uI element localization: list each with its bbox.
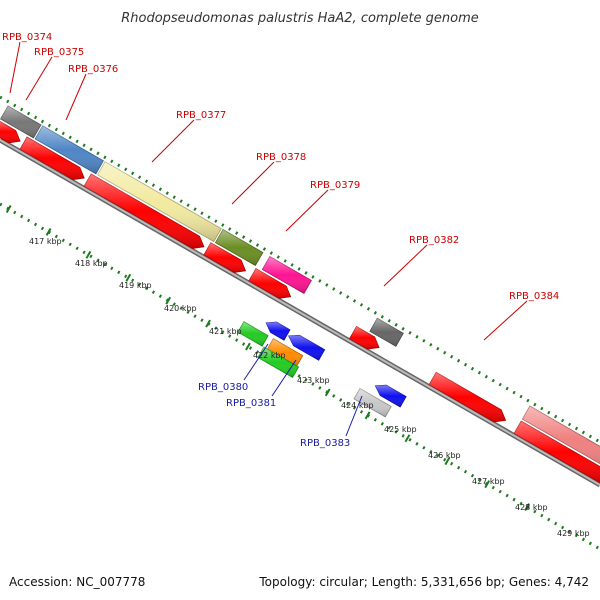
topology-text: Topology: circular; Length: 5,331,656 bp… [258, 575, 589, 589]
forward-gene-bar-shine [35, 125, 104, 174]
forward-gene-label: RPB_0382 [409, 235, 459, 246]
kbp-label: 423 kbp [297, 376, 330, 385]
major-tick [324, 388, 331, 397]
backbone-inner [0, 139, 600, 486]
upper-tick-track [0, 95, 600, 444]
major-tick [524, 503, 530, 512]
major-tick [484, 480, 491, 489]
diagram-body: RPB_0374 RPB_0375 RPB_0376 RPB_0377 RPB_0378… [0, 32, 600, 551]
kbp-label: 418 kbp [75, 259, 108, 268]
forward-gene-bar-shine [215, 229, 263, 266]
kbp-label: 419 kbp [119, 281, 152, 290]
kbp-label: 420 kbp [164, 304, 197, 313]
major-tick [125, 273, 132, 282]
reverse-gene-label: RPB_0381 [226, 398, 276, 409]
label-leader [271, 359, 297, 397]
label-leader [25, 56, 53, 101]
accession-text: Accession: NC_007778 [9, 575, 145, 589]
cds-arrow-shine [20, 137, 85, 180]
forward-gene-label: RPB_0378 [256, 152, 306, 163]
forward-gene-bar-shine [0, 106, 42, 138]
forward-gene-label: RPB_0375 [34, 47, 84, 58]
reverse-gene-arrow-shine [375, 385, 407, 407]
major-tick [444, 457, 451, 466]
label-leader [285, 189, 329, 232]
label-leader [383, 244, 428, 287]
major-tick [205, 319, 211, 328]
label-leader [151, 119, 195, 163]
forward-gene-bar-shine [262, 256, 312, 294]
label-leader [9, 41, 21, 94]
forward-gene-label: RPB_0377 [176, 110, 226, 121]
kbp-label: 421 kbp [209, 327, 242, 336]
map-title: Rhodopseudomonas palustris HaA2, complet… [121, 11, 479, 26]
kbp-label: 417 kbp [29, 237, 62, 246]
major-tick [364, 411, 371, 420]
kbp-label: 427 kbp [472, 477, 505, 486]
kbp-label: 428 kbp [515, 503, 548, 512]
reverse-gene-label: RPB_0383 [300, 438, 350, 449]
major-tick [85, 250, 92, 259]
reverse-gene-label: RPB_0380 [198, 382, 248, 393]
label-leader [65, 73, 87, 121]
major-tick [404, 434, 411, 443]
reverse-gene-arrow-shine [354, 388, 392, 417]
major-tick [5, 205, 12, 213]
kbp-label: 429 kbp [557, 529, 590, 538]
cds-arrow-shine [0, 121, 21, 143]
forward-gene-label: RPB_0384 [509, 291, 559, 302]
label-leader [231, 161, 275, 205]
reverse-gene-arrow-shine [267, 338, 303, 366]
cds-arrow-shine [248, 268, 291, 299]
cds-arrow-shine [84, 174, 204, 249]
kbp-label: 422 kbp [253, 351, 286, 360]
label-leader [345, 395, 363, 437]
label-leader [243, 343, 269, 381]
cds-arrow-shine [429, 372, 506, 422]
lower-tick-track [0, 202, 600, 551]
reverse-gene-arrow-shine [257, 347, 299, 378]
forward-gene-label: RPB_0374 [2, 32, 52, 43]
major-tick [45, 227, 52, 236]
cds-arrow-shine [203, 242, 246, 273]
reverse-gene-arrow-shine [266, 322, 290, 341]
forward-gene-bar-shine [522, 406, 600, 464]
major-tick [165, 296, 172, 305]
forward-gene-bar-shine [369, 318, 404, 347]
forward-gene-label: RPB_0376 [68, 64, 118, 75]
forward-gene-label: RPB_0379 [310, 180, 360, 191]
kbp-label: 425 kbp [384, 425, 417, 434]
label-leader [483, 300, 528, 341]
cds-arrow-shine [514, 421, 600, 483]
kbp-label: 424 kbp [341, 401, 374, 410]
cds-arrow-shine [349, 326, 379, 350]
kbp-label: 426 kbp [428, 451, 461, 460]
reverse-gene-arrow-shine [288, 335, 325, 361]
reverse-gene-arrow-shine [237, 321, 269, 347]
major-tick [245, 342, 251, 351]
forward-gene-bar-shine [97, 161, 222, 242]
